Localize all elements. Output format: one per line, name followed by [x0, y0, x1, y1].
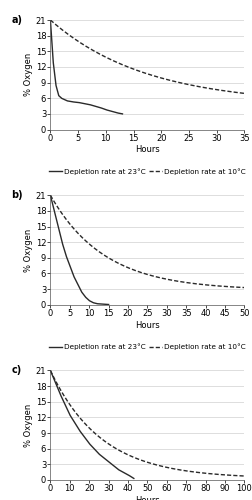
Y-axis label: % Oxygen: % Oxygen: [24, 53, 33, 96]
Depletion rate at 10°C: [164, 276, 167, 282]
Depletion rate at 23°C: [77, 282, 80, 288]
Depletion rate at 10°C: [243, 284, 246, 290]
Depletion rate at 23°C: [49, 192, 52, 198]
Depletion rate at 23°C: [83, 294, 86, 300]
Line: Depletion rate at 10°C: Depletion rate at 10°C: [50, 20, 244, 94]
Depletion rate at 23°C: [117, 467, 120, 473]
Depletion rate at 10°C: [238, 284, 241, 290]
Depletion rate at 10°C: [164, 76, 167, 82]
X-axis label: Hours: Hours: [135, 146, 160, 154]
Depletion rate at 23°C: [130, 474, 133, 480]
Text: c): c): [12, 365, 22, 375]
Y-axis label: % Oxygen: % Oxygen: [24, 404, 33, 447]
Depletion rate at 23°C: [106, 302, 109, 308]
Depletion rate at 23°C: [49, 368, 52, 374]
Depletion rate at 23°C: [92, 102, 95, 108]
Depletion rate at 10°C: [238, 90, 241, 96]
Depletion rate at 23°C: [83, 100, 86, 106]
Y-axis label: % Oxygen: % Oxygen: [24, 228, 33, 272]
Depletion rate at 23°C: [80, 290, 83, 296]
Text: a): a): [12, 14, 23, 24]
Depletion rate at 10°C: [208, 282, 211, 288]
Depletion rate at 10°C: [141, 70, 144, 75]
Depletion rate at 23°C: [84, 100, 87, 106]
Depletion rate at 23°C: [108, 108, 111, 114]
Depletion rate at 23°C: [132, 476, 135, 482]
Line: Depletion rate at 10°C: Depletion rate at 10°C: [50, 370, 244, 476]
Depletion rate at 10°C: [142, 458, 145, 464]
Depletion rate at 23°C: [88, 442, 91, 448]
Depletion rate at 10°C: [142, 70, 145, 75]
Line: Depletion rate at 10°C: Depletion rate at 10°C: [50, 195, 244, 288]
Depletion rate at 10°C: [154, 274, 157, 280]
Depletion rate at 10°C: [243, 473, 246, 479]
Depletion rate at 10°C: [238, 473, 241, 479]
Depletion rate at 10°C: [208, 86, 211, 91]
Depletion rate at 10°C: [141, 270, 144, 276]
Depletion rate at 23°C: [89, 442, 92, 448]
Depletion rate at 23°C: [119, 110, 122, 116]
Depletion rate at 23°C: [77, 282, 80, 288]
Depletion rate at 10°C: [208, 470, 211, 476]
Legend: Depletion rate at 23°C, Depletion rate at 10°C: Depletion rate at 23°C, Depletion rate a…: [49, 168, 246, 175]
Depletion rate at 23°C: [107, 302, 110, 308]
Depletion rate at 23°C: [97, 301, 100, 307]
Depletion rate at 10°C: [49, 17, 52, 23]
Depletion rate at 10°C: [154, 74, 157, 80]
Depletion rate at 10°C: [154, 462, 157, 468]
Line: Depletion rate at 23°C: Depletion rate at 23°C: [50, 370, 134, 478]
X-axis label: Hours: Hours: [135, 496, 160, 500]
Depletion rate at 23°C: [121, 111, 124, 117]
Depletion rate at 23°C: [88, 102, 91, 107]
Depletion rate at 10°C: [164, 464, 167, 470]
Legend: Depletion rate at 23°C, Depletion rate at 10°C: Depletion rate at 23°C, Depletion rate a…: [49, 344, 246, 350]
Text: b): b): [12, 190, 23, 200]
Depletion rate at 23°C: [99, 452, 102, 458]
X-axis label: Hours: Hours: [135, 320, 160, 330]
Depletion rate at 10°C: [49, 368, 52, 374]
Depletion rate at 23°C: [94, 448, 97, 454]
Depletion rate at 10°C: [141, 458, 144, 464]
Depletion rate at 10°C: [142, 270, 145, 276]
Line: Depletion rate at 23°C: Depletion rate at 23°C: [50, 195, 109, 304]
Depletion rate at 10°C: [243, 90, 246, 96]
Depletion rate at 23°C: [49, 17, 52, 23]
Depletion rate at 10°C: [49, 192, 52, 198]
Line: Depletion rate at 23°C: Depletion rate at 23°C: [50, 20, 122, 114]
